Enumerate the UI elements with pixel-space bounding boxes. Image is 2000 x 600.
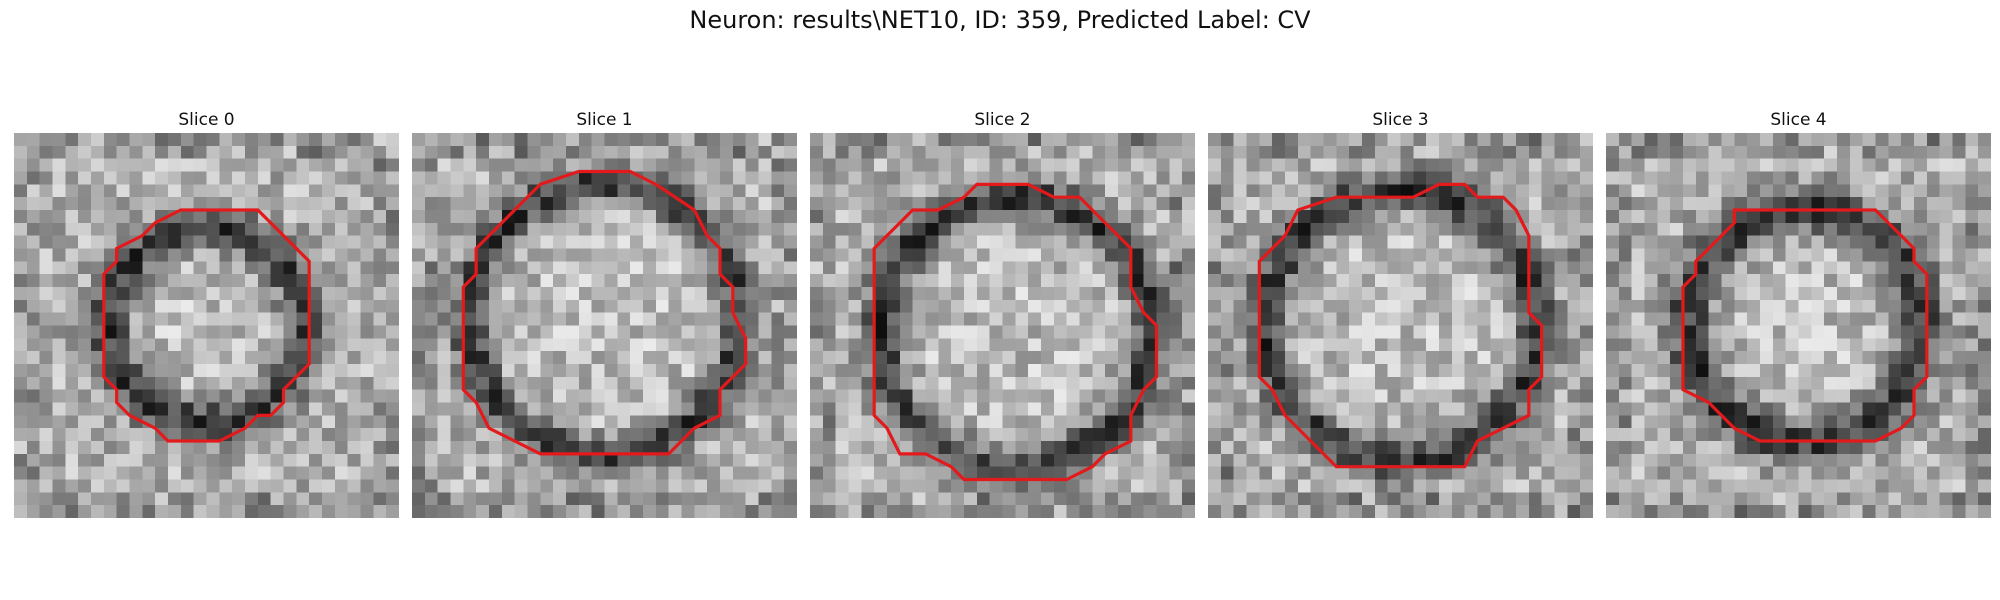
slice-title: Slice 2 bbox=[974, 110, 1031, 130]
slice-contour bbox=[102, 208, 311, 443]
slice-title: Slice 3 bbox=[1372, 110, 1429, 130]
slice-image bbox=[14, 133, 399, 518]
slice-title: Slice 4 bbox=[1770, 110, 1827, 130]
slice-contour bbox=[461, 169, 748, 456]
slice-title: Slice 0 bbox=[178, 110, 235, 130]
figure-title: Neuron: results\NET10, ID: 359, Predicte… bbox=[689, 6, 1311, 34]
slice-title: Slice 1 bbox=[576, 110, 633, 130]
slice-contour bbox=[1257, 182, 1544, 469]
slice-contour bbox=[872, 182, 1159, 482]
slice-contour bbox=[1681, 208, 1929, 443]
